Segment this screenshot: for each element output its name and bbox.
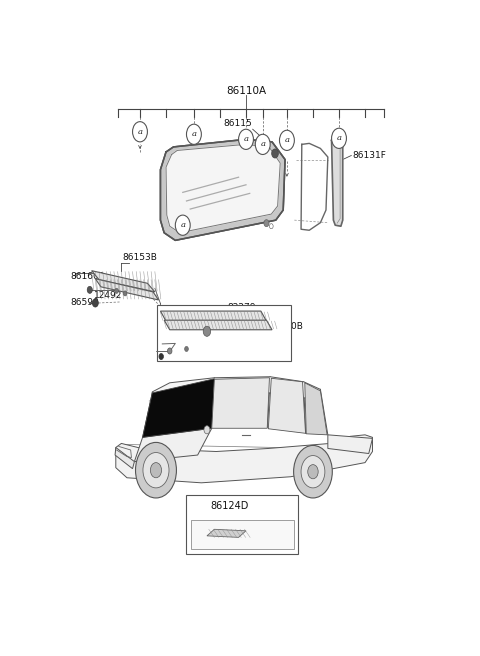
Circle shape [175,215,190,236]
Text: a: a [336,134,341,142]
Polygon shape [268,379,305,434]
Circle shape [272,149,278,158]
Circle shape [264,220,269,227]
Text: 82279: 82279 [228,302,256,312]
Text: 86152: 86152 [228,310,256,319]
Circle shape [294,445,332,498]
Text: 86590: 86590 [71,298,99,308]
Circle shape [92,299,98,307]
Polygon shape [115,447,134,468]
Text: 86115: 86115 [224,119,252,128]
Circle shape [279,131,294,150]
Circle shape [185,346,188,352]
Polygon shape [160,139,285,240]
Circle shape [123,291,127,296]
Circle shape [87,286,92,293]
Circle shape [150,462,162,478]
Polygon shape [164,320,272,330]
Circle shape [193,497,206,516]
FancyBboxPatch shape [156,305,290,361]
Polygon shape [207,529,246,537]
Text: 12492: 12492 [94,291,122,300]
Polygon shape [160,311,266,321]
Text: a: a [260,140,265,148]
Circle shape [186,124,202,144]
Polygon shape [143,379,215,438]
Text: 86150B: 86150B [268,321,303,331]
Polygon shape [96,279,158,300]
Circle shape [308,464,318,479]
Polygon shape [116,435,372,483]
Text: 86131F: 86131F [352,151,386,160]
Polygon shape [134,428,212,462]
Circle shape [159,354,163,359]
Text: 86124D: 86124D [211,501,249,510]
Circle shape [301,455,325,488]
FancyBboxPatch shape [186,495,298,554]
Text: a: a [180,221,185,229]
Text: a: a [285,136,289,144]
Text: 86160A: 86160A [71,272,105,281]
Text: 12492: 12492 [221,332,249,341]
Text: 86153B: 86153B [122,253,157,262]
Circle shape [143,453,169,488]
Text: a: a [197,502,202,510]
Polygon shape [160,139,285,240]
Polygon shape [212,378,269,428]
Circle shape [203,326,211,337]
Polygon shape [332,140,343,226]
Polygon shape [166,144,280,233]
Circle shape [204,426,210,434]
Text: a: a [192,131,196,138]
Circle shape [132,121,147,142]
Text: 86110A: 86110A [226,87,266,96]
Text: a: a [243,135,249,143]
Circle shape [168,348,172,354]
Polygon shape [92,271,155,292]
Circle shape [135,442,177,498]
FancyBboxPatch shape [191,520,294,550]
Polygon shape [328,435,372,453]
Text: 12492: 12492 [190,348,218,358]
Circle shape [255,134,270,154]
Polygon shape [152,377,321,403]
Circle shape [239,129,253,150]
Polygon shape [305,383,327,435]
Circle shape [332,128,347,148]
Text: a: a [137,128,143,136]
Circle shape [115,289,119,293]
Circle shape [269,224,273,229]
